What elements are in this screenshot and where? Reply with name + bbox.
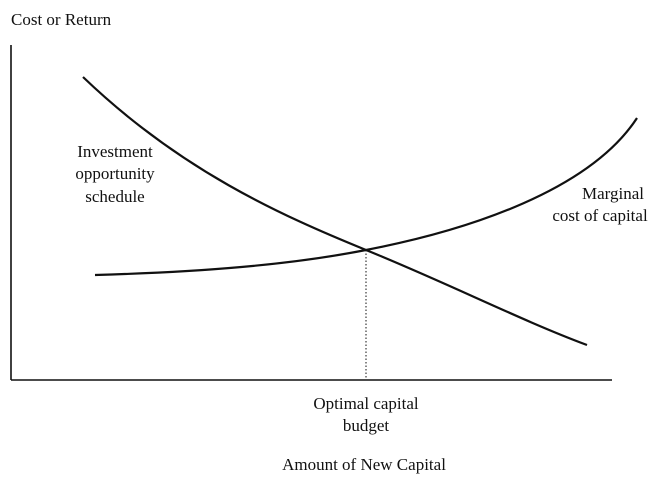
x-axis-label: Amount of New Capital [282, 455, 446, 474]
curve-label: opportunity [75, 164, 155, 183]
marginal-cost-curve [94, 117, 638, 277]
curve-label: Investment [77, 142, 153, 161]
curve-label: cost of capital [552, 206, 648, 225]
marker-label: budget [343, 416, 390, 435]
investment-curve [82, 76, 588, 347]
curve-label: Marginal [582, 184, 644, 203]
y-axis-label: Cost or Return [11, 10, 112, 29]
marker-label: Optimal capital [313, 394, 419, 413]
curve-label: schedule [85, 187, 144, 206]
